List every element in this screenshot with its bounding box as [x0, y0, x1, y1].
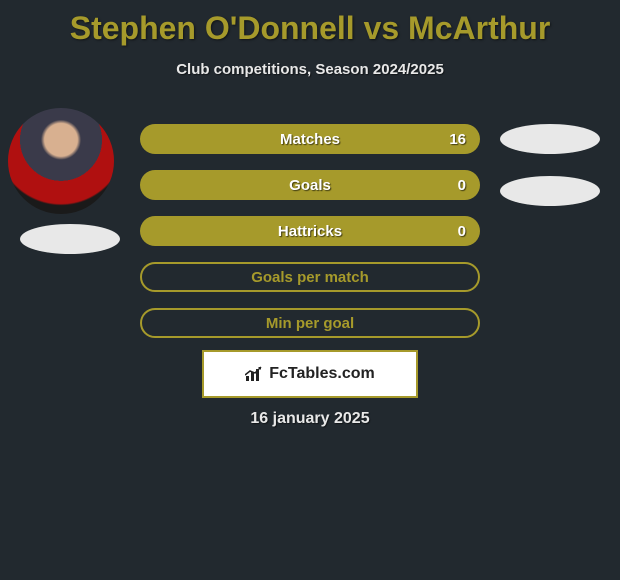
bar-min-per-goal: Min per goal [140, 308, 480, 338]
bar-label: Goals per match [251, 269, 369, 286]
bar-value: 16 [449, 131, 466, 148]
source-badge: FcTables.com [202, 350, 418, 398]
placeholder-ellipse-right-2 [500, 176, 600, 206]
page-title: Stephen O'Donnell vs McArthur [0, 0, 620, 47]
placeholder-ellipse-left [20, 224, 120, 254]
bar-value: 0 [458, 223, 466, 240]
stat-bars: Matches 16 Goals 0 Hattricks 0 Goals per… [140, 124, 480, 354]
bar-label: Min per goal [266, 315, 354, 332]
bar-matches: Matches 16 [140, 124, 480, 154]
chart-icon [245, 366, 265, 382]
bar-hattricks: Hattricks 0 [140, 216, 480, 246]
bar-label: Matches [280, 131, 340, 148]
date-label: 16 january 2025 [0, 410, 620, 428]
bar-goals: Goals 0 [140, 170, 480, 200]
bar-value: 0 [458, 177, 466, 194]
badge-content: FcTables.com [245, 365, 375, 383]
bar-goals-per-match: Goals per match [140, 262, 480, 292]
bar-label: Hattricks [278, 223, 342, 240]
placeholder-ellipse-right-1 [500, 124, 600, 154]
bar-label: Goals [289, 177, 331, 194]
player-avatar-left [8, 108, 114, 214]
subtitle: Club competitions, Season 2024/2025 [0, 61, 620, 78]
badge-label: FcTables.com [269, 365, 375, 383]
